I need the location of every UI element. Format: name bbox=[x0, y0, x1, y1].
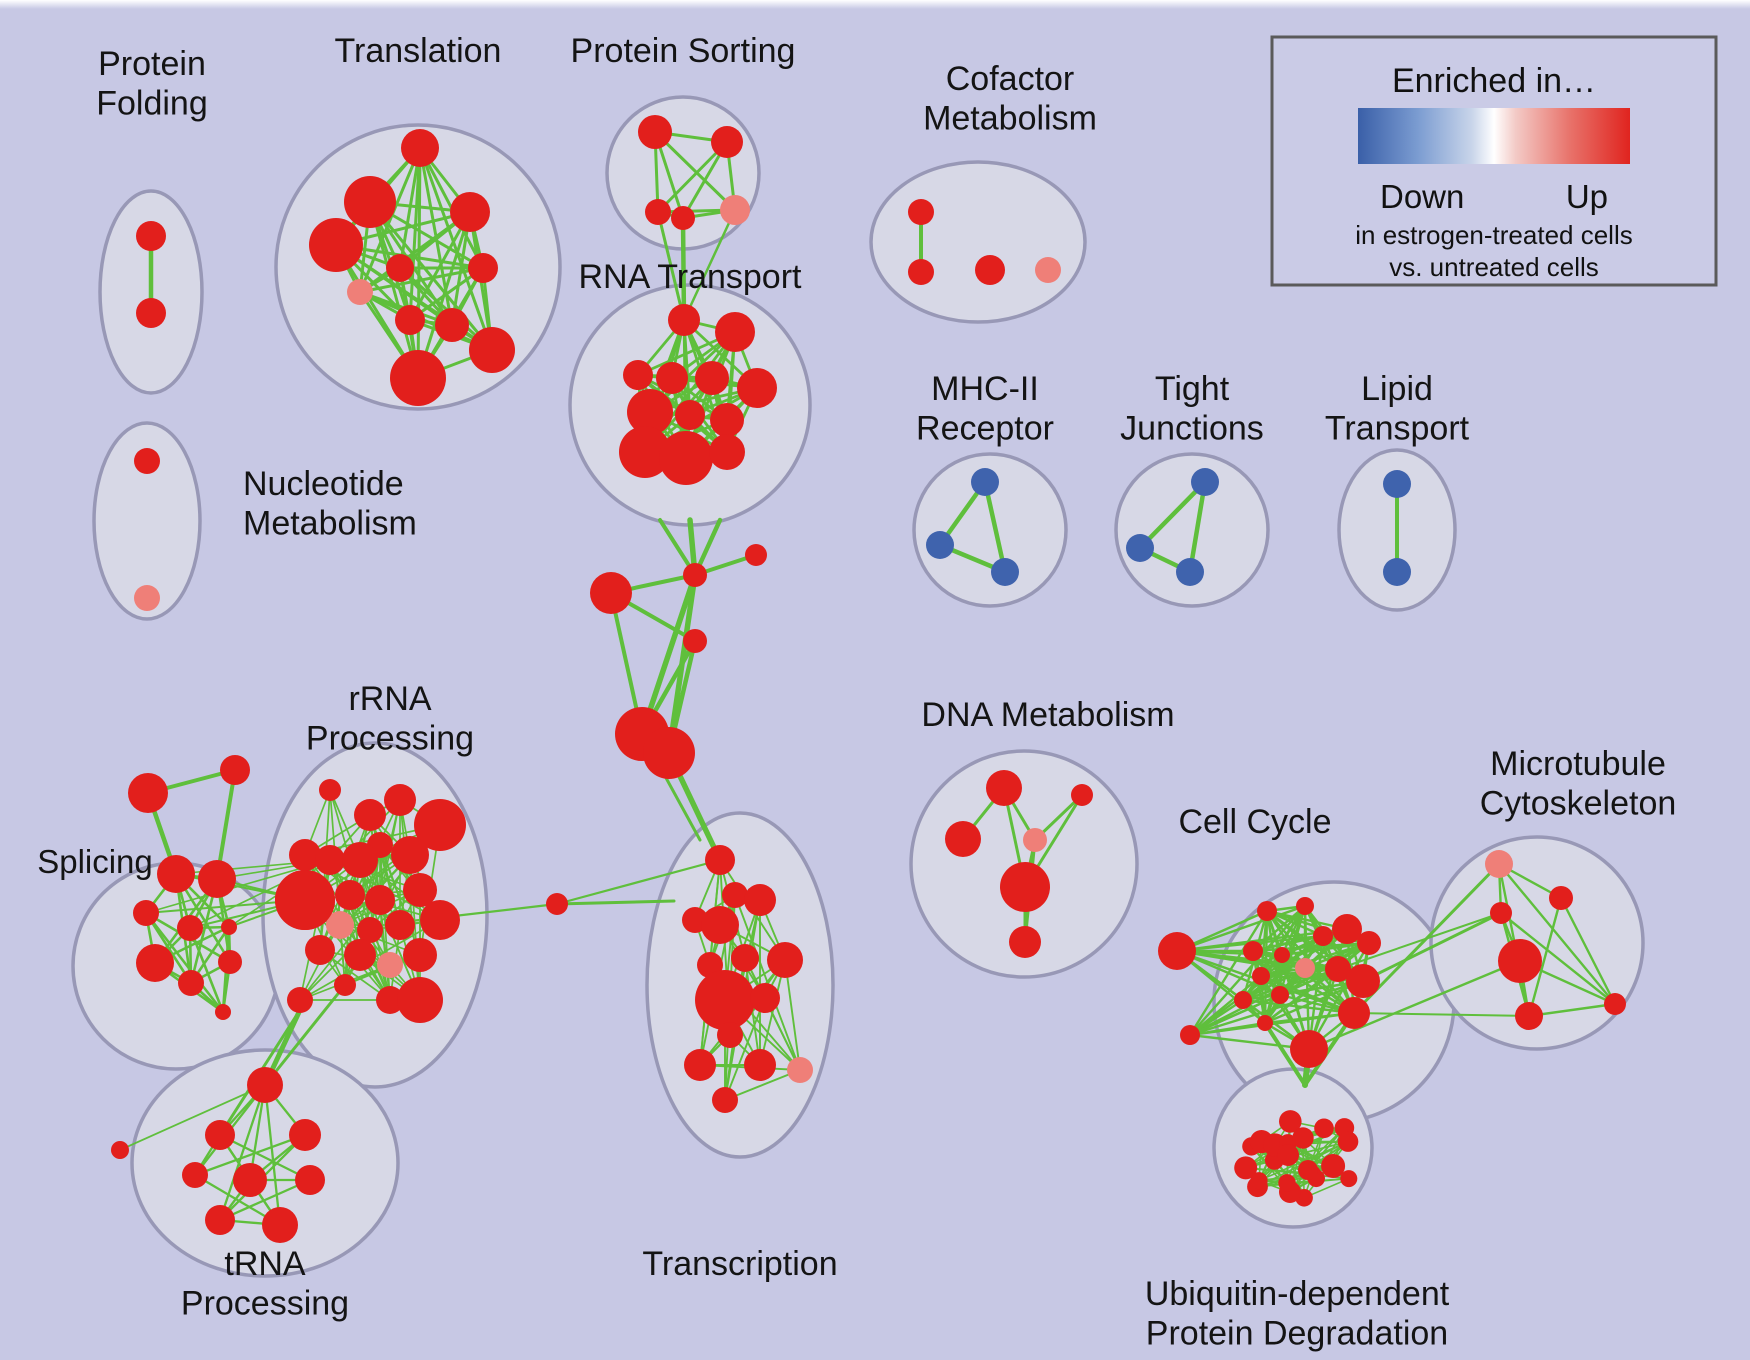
svg-text:Transcription: Transcription bbox=[642, 1245, 837, 1283]
svg-text:Splicing: Splicing bbox=[37, 843, 153, 880]
svg-text:Cell Cycle: Cell Cycle bbox=[1178, 803, 1331, 841]
svg-text:vs. untreated cells: vs. untreated cells bbox=[1389, 252, 1599, 282]
svg-text:RNA Transport: RNA Transport bbox=[579, 258, 803, 296]
svg-text:Enriched in…: Enriched in… bbox=[1392, 62, 1596, 100]
svg-text:Up: Up bbox=[1566, 178, 1608, 215]
svg-text:Translation: Translation bbox=[335, 32, 502, 70]
svg-text:DNA Metabolism: DNA Metabolism bbox=[921, 696, 1174, 734]
svg-text:Down: Down bbox=[1380, 178, 1464, 215]
svg-text:in estrogen-treated cells: in estrogen-treated cells bbox=[1355, 220, 1632, 250]
svg-text:Protein Sorting: Protein Sorting bbox=[571, 32, 796, 70]
